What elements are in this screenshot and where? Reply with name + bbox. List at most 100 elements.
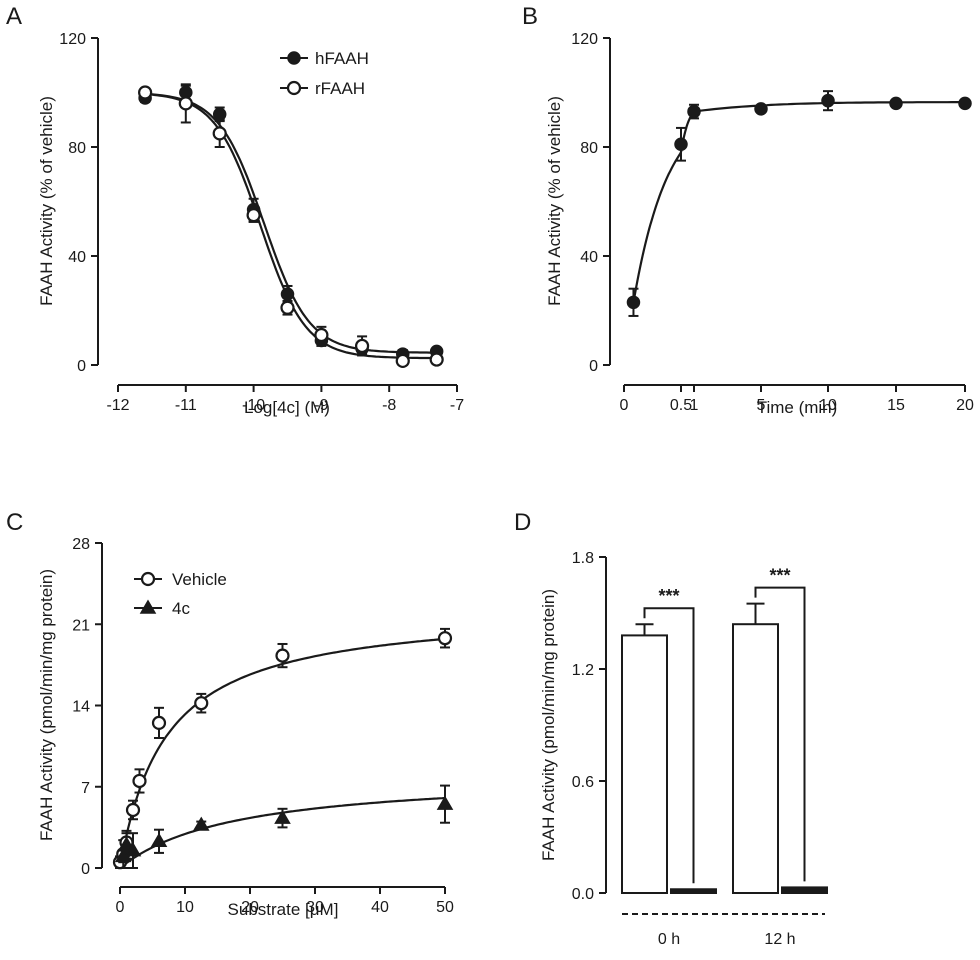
bar-4c [671,889,716,893]
panel-b-x-tick-label: 20 [956,397,974,414]
panel-c-y-tick-label: 28 [72,536,90,553]
data-point-time [959,97,971,109]
data-point-rfaah [282,302,294,314]
panel-a-x-tick-label: -8 [382,397,396,414]
panel-a-letter: A [6,3,22,30]
panel-a-fit-curves [145,94,437,358]
panel-c-y-tick-label: 0 [81,861,90,878]
data-point-4c [194,818,208,830]
data-point-hfaah [282,288,294,300]
panel-d-y-tick-label: 0.0 [572,886,594,903]
panel-b-y-tick-label: 0 [589,358,598,375]
panel-a-points [139,84,443,367]
category-label: 0 h [658,931,680,948]
panel-c-x-tick-label: 10 [176,899,194,916]
panel-a-x-label: Log[4c] (M) [244,398,330,417]
data-point-rfaah [397,355,409,367]
panel-d-y-ticks: 0.0 0.6 1.2 1.8 [572,550,606,903]
panel-b-points [627,91,971,316]
panel-b-x-label: Time (min) [757,398,838,417]
panel-c-y-label: FAAH Activity (pmol/min/mg protein) [37,569,56,841]
panel-b-fit-curve [634,102,966,302]
panel-d-y-tick-label: 1.2 [572,662,594,679]
panel-b-y-tick-label: 120 [571,31,598,48]
panel-c-x-tick-label: 40 [371,899,389,916]
data-point-vehicle [127,804,139,816]
data-point-vehicle [195,697,207,709]
bar-vehicle [622,635,667,893]
panel-b-x-tick-label: 1 [690,397,699,414]
panel-d-letter: D [514,509,531,536]
data-point-4c [152,834,166,846]
panel-c-y-tick-label: 14 [72,699,90,716]
panel-c-y-tick-label: 7 [81,780,90,797]
data-point-vehicle [153,717,165,729]
panel-b-y-tick-label: 40 [580,249,598,266]
panel-d-bars [622,604,827,893]
panel-c-legend: Vehicle 4c [134,570,227,618]
legend-label-hfaah: hFAAH [315,49,369,68]
legend-marker-rfaah [288,82,300,94]
panel-b-x-tick-label: 0 [620,397,629,414]
data-point-vehicle [277,650,289,662]
panel-a-legend: hFAAH rFAAH [280,49,369,98]
panel-a-y-label: FAAH Activity (% of vehicle) [37,96,56,306]
panel-b-letter: B [522,3,538,30]
fit-curve-time [634,102,966,302]
panel-d: D 0.0 0.6 1.2 1.8 *** *** 0 h 12 h FAAH Activ… [514,509,827,948]
data-point-rfaah [431,354,443,366]
data-point-rfaah [315,329,327,341]
significance-stars: *** [658,586,679,606]
panel-d-significance: *** *** [645,566,805,884]
panel-d-y-tick-label: 0.6 [572,774,594,791]
data-point-time [675,138,687,150]
panel-a-y-tick-label: 120 [59,31,86,48]
panel-c-fit-curves [120,639,445,868]
data-point-rfaah [356,340,368,352]
legend-label-vehicle: Vehicle [172,570,227,589]
legend-label-rfaah: rFAAH [315,79,365,98]
data-point-time [627,296,639,308]
panel-c: C 0 7 14 21 28 0 10 20 30 40 50 Substrate [μM] FA… [6,509,454,919]
panel-a-y-ticks: 0 40 80 120 [59,31,98,375]
data-point-hfaah [214,108,226,120]
bar-4c [782,887,827,893]
data-point-rfaah [214,127,226,139]
data-point-rfaah [248,209,260,221]
panel-d-y-tick-label: 1.8 [572,550,594,567]
panel-c-x-tick-label: 50 [436,899,454,916]
panel-b-x-tick-label: 15 [887,397,905,414]
significance-stars: *** [769,566,790,586]
data-point-rfaah [180,97,192,109]
data-point-vehicle [439,632,451,644]
fit-curve-rfaah [145,94,437,358]
data-point-rfaah [139,87,151,99]
panel-c-y-tick-label: 21 [72,617,90,634]
bar-vehicle [733,624,778,893]
data-point-time [822,95,834,107]
legend-label-4c: 4c [172,599,190,618]
panel-a-y-tick-label: 80 [68,140,86,157]
panel-a-y-tick-label: 0 [77,358,86,375]
panel-c-points [114,629,452,868]
data-point-vehicle [134,775,146,787]
panel-c-x-label: Substrate [μM] [228,900,339,919]
category-label: 12 h [764,931,795,948]
legend-marker-vehicle [142,573,154,585]
fit-curve-vehicle [120,639,445,868]
panel-c-letter: C [6,509,23,536]
panel-b-y-tick-label: 80 [580,140,598,157]
panel-b-y-ticks: 0 40 80 120 [571,31,610,375]
figure: A 04080120 -12 -11 -10 -9 -8 -7 Log[4c] (M) F… [0,0,980,960]
panel-a-x-tick-label: -7 [450,397,464,414]
panel-c-x-tick-label: 0 [116,899,125,916]
panel-a: A 0 40 80 120 -12 -11 -10 -9 -8 -7 Log[4c] (M) F… [6,3,464,417]
panel-a-x-tick-label: -11 [175,397,197,414]
legend-marker-hfaah [288,52,300,64]
panel-b-y-label: FAAH Activity (% of vehicle) [545,96,564,306]
data-point-time [688,106,700,118]
panel-d-category-labels: 0 h 12 h [658,931,796,948]
data-point-time [755,103,767,115]
data-point-time [890,97,902,109]
